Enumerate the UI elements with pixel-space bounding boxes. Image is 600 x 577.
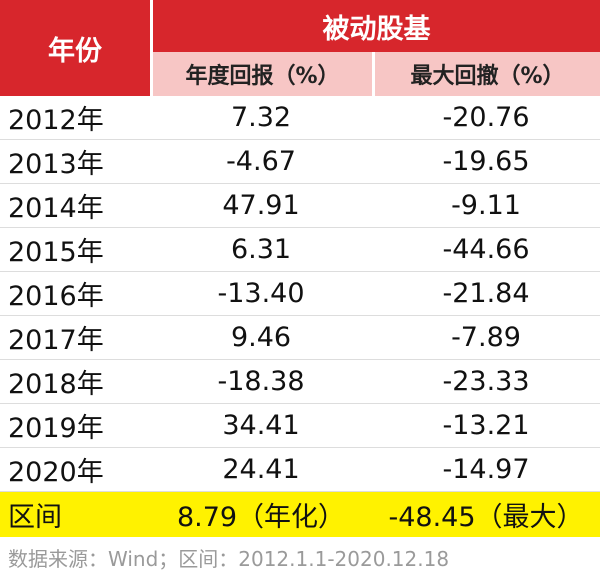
- cell-value: -4.67: [150, 140, 372, 184]
- year-header: 年份: [0, 0, 150, 96]
- row-label: 2017年: [0, 316, 150, 360]
- row-label: 2013年: [0, 140, 150, 184]
- cell-value: -13.21: [372, 404, 600, 448]
- cell-value: -7.89: [372, 316, 600, 360]
- cell-value: -44.66: [372, 228, 600, 272]
- cell-value: 47.91: [150, 184, 372, 228]
- row-label: 2019年: [0, 404, 150, 448]
- row-label: 2015年: [0, 228, 150, 272]
- column-header: 最大回撤（%）: [372, 52, 600, 96]
- summary-value: 8.79（年化）: [150, 492, 372, 537]
- summary-label: 区间: [0, 492, 150, 537]
- row-label: 2014年: [0, 184, 150, 228]
- cell-value: 7.32: [150, 96, 372, 140]
- cell-value: -13.40: [150, 272, 372, 316]
- cell-value: 9.46: [150, 316, 372, 360]
- cell-value: -18.38: [150, 360, 372, 404]
- row-label: 2012年: [0, 96, 150, 140]
- cell-value: 6.31: [150, 228, 372, 272]
- row-label: 2018年: [0, 360, 150, 404]
- summary-value: -48.45（最大）: [372, 492, 600, 537]
- cell-value: -23.33: [372, 360, 600, 404]
- column-header: 年度回报（%）: [150, 52, 372, 96]
- cell-value: 34.41: [150, 404, 372, 448]
- group-header: 被动股基: [150, 0, 600, 52]
- cell-value: -19.65: [372, 140, 600, 184]
- cell-value: 24.41: [150, 448, 372, 492]
- cell-value: -14.97: [372, 448, 600, 492]
- cell-value: -20.76: [372, 96, 600, 140]
- row-label: 2020年: [0, 448, 150, 492]
- row-label: 2016年: [0, 272, 150, 316]
- source-note: 数据来源：Wind；区间：2012.1.1-2020.12.18: [8, 546, 450, 571]
- cell-value: -21.84: [372, 272, 600, 316]
- cell-value: -9.11: [372, 184, 600, 228]
